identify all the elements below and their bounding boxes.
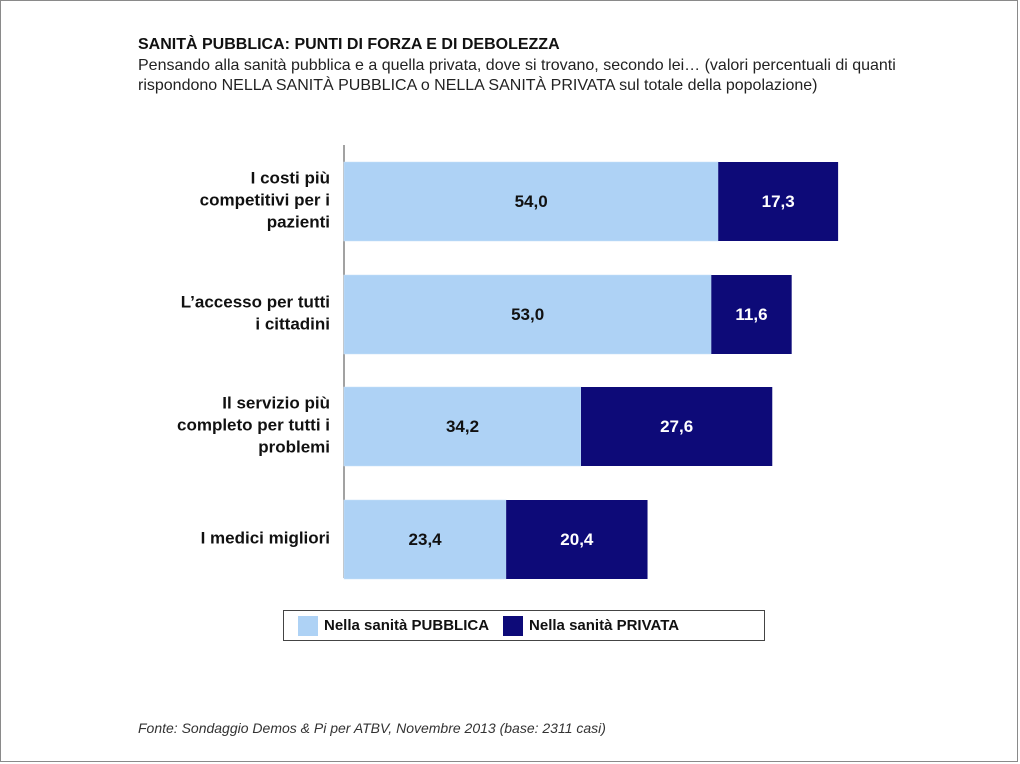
data-label-pubblica: 23,4	[409, 530, 443, 549]
category-label: I medici migliori	[201, 529, 330, 548]
chart-legend: Nella sanità PUBBLICA Nella sanità PRIVA…	[283, 610, 765, 641]
category-label-line: problemi	[258, 438, 330, 457]
legend-label-pubblica: Nella sanità PUBBLICA	[324, 617, 490, 634]
bar-privata	[506, 500, 648, 579]
legend-swatch-privata	[503, 615, 524, 636]
category-label-line: competitivi per i	[200, 191, 330, 210]
data-label-pubblica: 34,2	[446, 417, 479, 436]
category-label-line: i cittadini	[255, 315, 330, 334]
chart-title: SANITÀ PUBBLICA: PUNTI DI FORZA E DI DEB…	[138, 36, 560, 53]
data-label-privata: 27,6	[660, 417, 693, 436]
bar-pubblica	[343, 499, 507, 580]
category-label-line: completo per tutti i	[177, 416, 330, 435]
legend-swatch-pubblica	[298, 615, 318, 636]
category-label-line: pazienti	[267, 213, 330, 232]
source-note: Fonte: Sondaggio Demos & Pi per ATBV, No…	[138, 720, 606, 736]
category-label: Il servizio più completo per tutti i probl…	[177, 394, 330, 457]
category-label-line: Il servizio più	[222, 394, 330, 413]
data-label-privata: 17,3	[762, 192, 795, 211]
category-label-line: L’accesso per tutti	[181, 293, 330, 312]
data-label-privata: 11,6	[735, 305, 767, 324]
category-label-line: I costi più	[251, 169, 330, 188]
category-label: L’accesso per tutti i cittadini	[181, 293, 330, 334]
bar-pubblica	[343, 161, 719, 242]
bar-privata	[718, 162, 839, 241]
data-label-privata: 20,4	[560, 530, 594, 549]
legend-item-pubblica: Nella sanità PUBBLICA	[298, 615, 490, 636]
bar-pubblica	[343, 274, 712, 355]
bar-privata	[581, 387, 773, 466]
legend-label-privata: Nella sanità PRIVATA	[529, 617, 680, 634]
category-label-line: I medici migliori	[201, 529, 330, 548]
data-label-pubblica: 54,0	[515, 192, 548, 211]
category-label: I costi più competitivi per i pazienti	[200, 169, 330, 232]
data-label-pubblica: 53,0	[511, 305, 544, 324]
bar-privata	[711, 275, 792, 354]
bar-pubblica	[343, 386, 582, 467]
legend-item-privata: Nella sanità PRIVATA	[503, 615, 680, 636]
chart-subtitle: Pensando alla sanità pubblica e a quella…	[138, 57, 896, 94]
